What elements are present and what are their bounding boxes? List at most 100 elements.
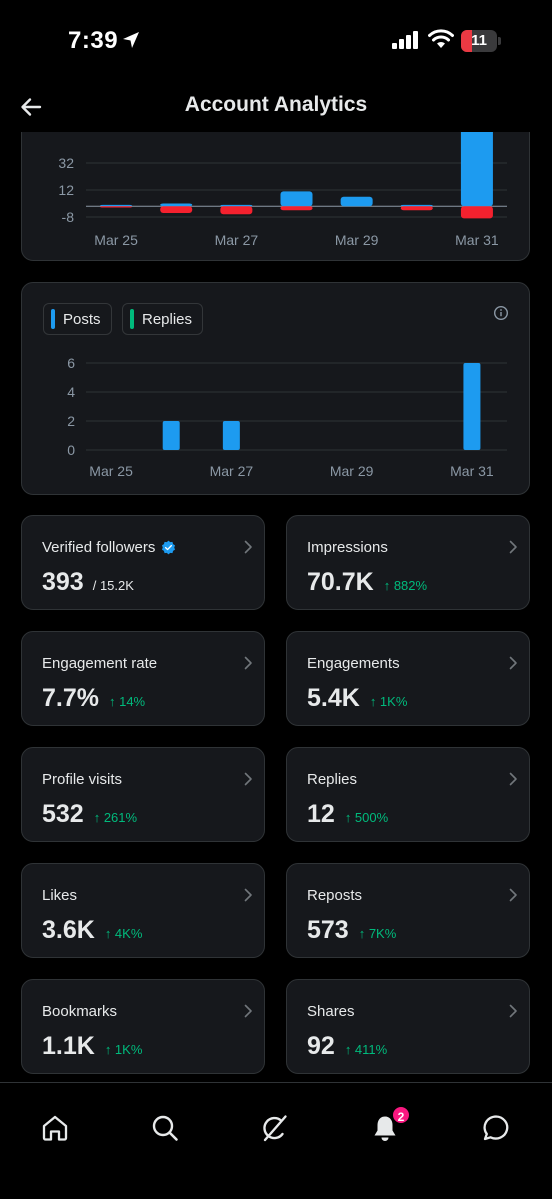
metric-value: 92: [307, 1032, 335, 1060]
battery-nub: [498, 37, 501, 45]
metric-card[interactable]: Bookmarks 1.1K ↑ 1K%: [21, 979, 265, 1074]
chevron-right-icon: [244, 772, 252, 786]
metric-label: Engagements: [307, 655, 400, 672]
metric-card[interactable]: Profile visits 532 ↑ 261%: [21, 747, 265, 842]
metric-label-text: Replies: [307, 771, 358, 788]
metric-change: ↑ 4K%: [104, 926, 143, 941]
analytics-scroll-area[interactable]: 32 12 -8 Mar 25 Mar 27 Mar 29 Mar 31 Posts Rep…: [0, 132, 552, 1082]
info-icon[interactable]: [493, 305, 509, 321]
metric-value-row: 573 ↑ 7K%: [307, 916, 396, 945]
metric-value-row: 70.7K ↑ 882%: [307, 568, 427, 597]
messages-icon: [483, 1115, 509, 1141]
metric-label-text: Verified followers: [42, 539, 156, 556]
metric-label: Engagement rate: [42, 655, 157, 672]
battery-indicator: 11: [461, 30, 501, 52]
metric-label-text: Bookmarks: [42, 1003, 118, 1020]
metric-value: 573: [307, 916, 349, 944]
chevron-right-icon: [244, 656, 252, 670]
metric-label-text: Shares: [307, 1003, 355, 1020]
legend-posts-swatch: [51, 309, 55, 329]
back-arrow-icon: [21, 98, 42, 116]
legend-replies-swatch: [130, 309, 134, 329]
home-icon: [42, 1115, 68, 1141]
metric-label-text: Engagement rate: [42, 655, 158, 672]
metric-label: Profile visits: [42, 771, 122, 788]
chart1-bar-positive: [460, 132, 493, 207]
metric-card[interactable]: Replies 12 ↑ 500%: [286, 747, 530, 842]
metric-label-text: Impressions: [307, 539, 388, 556]
engagement-chart-card: 32 12 -8 Mar 25 Mar 27 Mar 29 Mar 31: [21, 132, 530, 261]
chart2-y-tick-label: 0: [67, 442, 75, 458]
page-title: Account Analytics: [184, 93, 368, 116]
chart1-bar-negative: [220, 206, 253, 215]
nav-home[interactable]: [35, 1108, 75, 1148]
chart1-bar-negative: [160, 206, 193, 213]
metric-value-row: 532 ↑ 261%: [42, 800, 137, 829]
chart1-x-tick-label: Mar 27: [215, 232, 259, 248]
chart1-y-tick-label: 32: [58, 155, 74, 171]
metric-card[interactable]: Likes 3.6K ↑ 4K%: [21, 863, 265, 958]
metric-label: Impressions: [307, 539, 388, 556]
posts-replies-chart-card: Posts Replies 6 4 2 0 Mar 25 Mar 27 Mar 29 Mar …: [21, 282, 530, 495]
chart1-bar-positive: [220, 204, 253, 207]
chart2-y-tick-label: 6: [67, 355, 75, 371]
metric-label: Verified followers: [42, 539, 176, 556]
metric-label: Reposts: [307, 887, 362, 904]
nav-search[interactable]: [145, 1108, 185, 1148]
nav-grok[interactable]: [255, 1108, 295, 1148]
wifi-icon: [428, 29, 454, 48]
metric-card[interactable]: Engagement rate 7.7% ↑ 14%: [21, 631, 265, 726]
chevron-right-icon: [509, 1004, 517, 1018]
search-icon: [152, 1115, 178, 1141]
legend-replies[interactable]: Replies: [122, 303, 204, 335]
chart1-x-tick-label: Mar 25: [94, 232, 138, 248]
legend-replies-label: Replies: [142, 310, 193, 328]
chevron-right-icon: [244, 540, 252, 554]
location-arrow-icon: [123, 32, 139, 48]
metric-card[interactable]: Engagements 5.4K ↑ 1K%: [286, 631, 530, 726]
chart2-y-tick-label: 4: [67, 384, 75, 400]
metric-value-row: 12 ↑ 500%: [307, 800, 388, 829]
chart1-y-tick-label: 12: [58, 182, 74, 198]
metric-change: ↑ 261%: [93, 810, 138, 825]
chart1-x-tick-label: Mar 31: [455, 232, 499, 248]
chart1-bar-positive: [100, 204, 133, 207]
chart2-y-tick-label: 2: [67, 413, 75, 429]
engagement-chart: 32 12 -8 Mar 25 Mar 27 Mar 29 Mar 31: [58, 132, 507, 248]
chart2-x-tick-label: Mar 27: [210, 463, 254, 479]
metric-change: ↑ 1K%: [104, 1042, 143, 1057]
legend-posts-label: Posts: [63, 310, 101, 328]
back-button[interactable]: [14, 90, 48, 124]
notifications-badge: 2: [391, 1105, 411, 1125]
metric-value: 70.7K: [307, 568, 374, 596]
status-bar: 7:39 11: [0, 0, 552, 80]
metric-label: Replies: [307, 771, 357, 788]
legend-posts[interactable]: Posts: [43, 303, 112, 335]
chart1-y-tick-label: -8: [62, 209, 75, 225]
chart2-bar-posts: [222, 421, 240, 450]
metric-card[interactable]: Impressions 70.7K ↑ 882%: [286, 515, 530, 610]
metric-card[interactable]: Verified followers 393 / 15.2K: [21, 515, 265, 610]
chart2-x-tick-label: Mar 31: [450, 463, 494, 479]
bell-icon: [374, 1116, 396, 1141]
chevron-right-icon: [509, 772, 517, 786]
metric-value: 532: [42, 800, 84, 828]
metric-label-text: Reposts: [307, 887, 363, 904]
metric-value-row: 1.1K ↑ 1K%: [42, 1032, 142, 1061]
metric-value-row: 5.4K ↑ 1K%: [307, 684, 407, 713]
metric-card[interactable]: Shares 92 ↑ 411%: [286, 979, 530, 1074]
metric-label: Shares: [307, 1003, 355, 1020]
metric-value-row: 393 / 15.2K: [42, 568, 134, 597]
verified-badge-icon: [161, 540, 176, 555]
metric-value: 393: [42, 568, 84, 596]
metric-value: 7.7%: [42, 684, 99, 712]
metric-value: 5.4K: [307, 684, 360, 712]
nav-messages[interactable]: [476, 1108, 516, 1148]
chart1-bar-positive: [160, 203, 193, 207]
metric-change: ↑ 500%: [344, 810, 389, 825]
chevron-right-icon: [244, 1004, 252, 1018]
app-header: Account Analytics: [0, 80, 552, 132]
nav-notifications[interactable]: [365, 1108, 405, 1148]
metric-label: Likes: [42, 887, 77, 904]
metric-card[interactable]: Reposts 573 ↑ 7K%: [286, 863, 530, 958]
